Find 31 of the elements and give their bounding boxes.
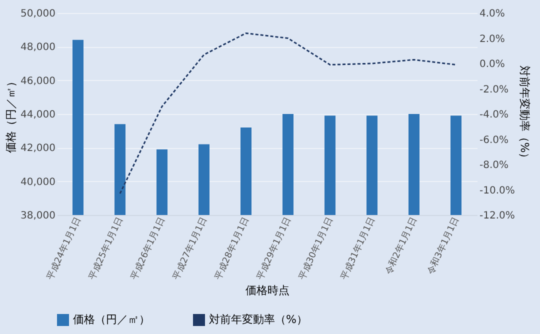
y-tick-label: 46,000 bbox=[20, 76, 56, 87]
y-tick-label: 50,000 bbox=[20, 8, 56, 20]
y2-tick-label: -4.0% bbox=[480, 110, 509, 120]
x-tick-label: 平成31年1月1日 bbox=[338, 215, 378, 282]
y-axis-title: 価格（円／㎡） bbox=[4, 76, 18, 153]
x-tick-label: 平成26年1月1日 bbox=[128, 215, 168, 282]
x-tick-label: 平成27年1月1日 bbox=[170, 215, 210, 282]
x-tick-label: 平成29年1月1日 bbox=[254, 215, 294, 282]
legend-label: 対前年変動率（%） bbox=[209, 313, 308, 326]
y-tick-label: 42,000 bbox=[20, 143, 56, 154]
y2-tick-label: -12.0% bbox=[480, 210, 515, 222]
y2-tick-label: -6.0% bbox=[480, 134, 509, 146]
y-tick-label: 40,000 bbox=[20, 176, 56, 188]
y2-tick-label: 4.0% bbox=[480, 8, 505, 20]
y2-axis-title: 対前年変動率（%） bbox=[518, 65, 531, 164]
y2-tick-label: -2.0% bbox=[480, 84, 509, 96]
x-tick-label: 平成28年1月1日 bbox=[212, 215, 252, 282]
y2-tick-label: 2.0% bbox=[480, 34, 505, 45]
y-tick-label: 44,000 bbox=[20, 110, 56, 120]
x-axis-title: 価格時点 bbox=[246, 284, 290, 298]
line-series bbox=[119, 32, 457, 194]
x-tick-label: 平成25年1月1日 bbox=[86, 215, 126, 282]
x-tick-label: 平成30年1月1日 bbox=[296, 215, 336, 282]
y2-tick-label: 0.0% bbox=[480, 59, 505, 70]
x-tick-label: 令和3年1月1日 bbox=[425, 215, 462, 276]
y2-tick-label: -8.0% bbox=[480, 160, 509, 171]
y-tick-label: 38,000 bbox=[20, 210, 56, 222]
x-tick-label: 令和2年1月1日 bbox=[383, 215, 420, 276]
y-tick-label: 48,000 bbox=[20, 42, 56, 54]
legend-label: 価格（円／㎡） bbox=[73, 313, 150, 326]
y2-tick-label: -10.0% bbox=[480, 185, 515, 196]
